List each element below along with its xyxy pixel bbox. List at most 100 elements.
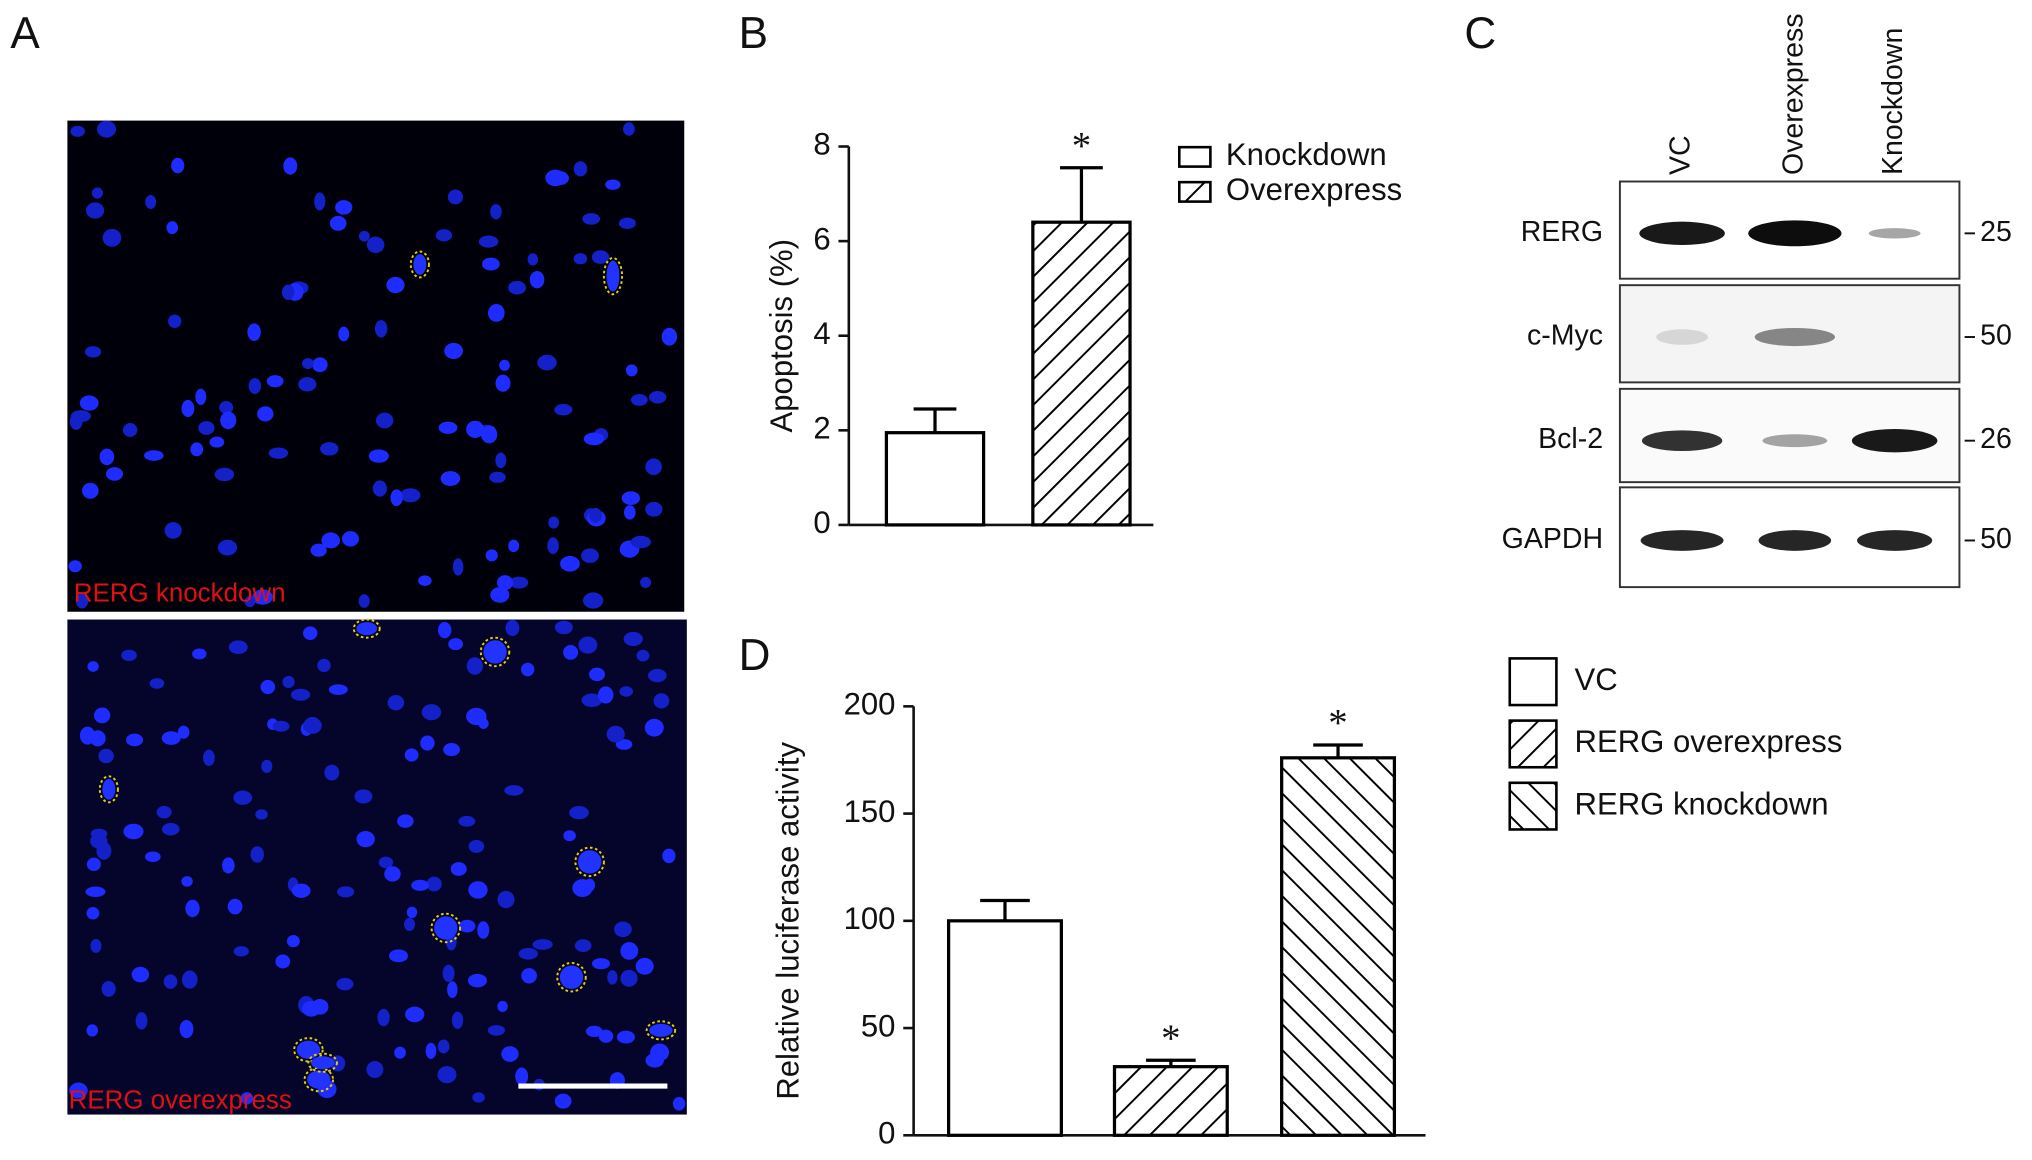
legend-swatch	[1508, 719, 1558, 769]
nucleus	[156, 805, 172, 819]
nucleus	[468, 839, 485, 853]
nucleus	[405, 1006, 425, 1023]
nucleus	[630, 535, 651, 549]
nucleus	[96, 841, 112, 860]
nucleus	[98, 748, 114, 764]
nucleus	[390, 489, 403, 507]
nucleus	[418, 575, 432, 586]
nucleus	[606, 725, 625, 743]
nucleus	[222, 857, 235, 874]
nucleus	[377, 1008, 390, 1027]
nucleus	[487, 1025, 506, 1036]
blot-band	[1857, 530, 1933, 551]
nucleus	[99, 448, 115, 466]
nucleus	[630, 393, 648, 406]
nucleus	[554, 404, 573, 416]
nucleus	[606, 260, 620, 292]
nucleus	[320, 442, 339, 456]
protein-label: GAPDH	[1502, 523, 1603, 555]
blot-band	[1656, 329, 1709, 345]
mw-label: 50	[1980, 320, 2012, 352]
nucleus	[563, 830, 576, 842]
nucleus	[435, 229, 453, 242]
apoptotic-marker	[303, 1066, 335, 1093]
nucleus	[227, 898, 243, 915]
nucleus	[86, 202, 105, 219]
nucleus	[620, 969, 638, 987]
nucleus	[123, 823, 144, 840]
nucleus	[312, 357, 328, 373]
nucleus	[336, 886, 355, 898]
y-tick-label: 50	[861, 1008, 896, 1043]
nucleus	[487, 303, 505, 322]
nucleus	[458, 815, 476, 827]
nucleus	[495, 374, 511, 392]
nucleus	[481, 257, 500, 271]
nucleus	[102, 228, 122, 247]
nucleus	[79, 395, 99, 411]
significance-marker: *	[1161, 1017, 1180, 1060]
nucleus	[581, 548, 599, 564]
apoptotic-marker	[602, 256, 624, 296]
nucleus	[356, 622, 378, 636]
nucleus	[86, 907, 100, 920]
nucleus	[171, 157, 185, 174]
nucleus	[374, 320, 388, 338]
nucleus	[623, 122, 635, 136]
nucleus	[70, 125, 85, 137]
lane-label: Knockdown	[1877, 28, 1909, 175]
apoptotic-marker	[645, 1020, 677, 1041]
nucleus	[389, 949, 408, 963]
nucleus	[509, 576, 529, 589]
nucleus	[91, 187, 104, 199]
nucleus	[102, 778, 116, 800]
western-blot: VC Overexpress Knockdown RERG 25 c-Myc 50 Bcl-2…	[1502, 13, 2012, 589]
nucleus	[286, 934, 300, 948]
nucleus	[615, 739, 633, 750]
nucleus	[672, 1096, 686, 1111]
nucleus	[645, 501, 663, 517]
nucleus	[597, 686, 614, 704]
nucleus	[437, 1066, 457, 1084]
apoptotic-marker	[352, 618, 381, 639]
nucleus	[220, 411, 237, 430]
nucleus	[485, 549, 498, 562]
nucleus	[645, 458, 662, 476]
image-label: RERG knockdown	[74, 580, 286, 608]
nucleus	[591, 958, 611, 970]
nucleus	[437, 621, 452, 639]
nucleus	[135, 1012, 148, 1030]
nucleus	[185, 899, 200, 918]
nucleus	[477, 921, 490, 939]
nucleus	[496, 575, 514, 591]
nucleus	[255, 809, 268, 820]
nucleus	[397, 814, 414, 828]
legend-label: RERG knockdown	[1575, 786, 1829, 821]
nucleus	[589, 507, 602, 523]
nucleus	[625, 364, 638, 377]
blot-band	[1868, 228, 1921, 239]
nucleus	[214, 467, 235, 482]
nucleus	[497, 890, 515, 909]
nucleus	[321, 532, 340, 549]
nucleus	[616, 1030, 635, 1044]
nucleus	[505, 619, 520, 637]
nucleus	[582, 213, 601, 225]
bar	[1031, 220, 1132, 527]
nucleus	[341, 531, 359, 547]
nucleus	[387, 695, 405, 711]
nucleus	[437, 1039, 450, 1054]
nucleus	[290, 688, 311, 701]
blot-band	[1762, 434, 1828, 448]
panel-letter: A	[10, 9, 40, 58]
nucleus	[560, 555, 580, 572]
nucleus	[620, 942, 639, 960]
nucleus	[467, 973, 487, 988]
nucleus	[202, 749, 215, 766]
nucleus	[653, 693, 670, 709]
blot-band	[1639, 221, 1725, 246]
nucleus	[468, 881, 488, 899]
nucleus	[563, 644, 579, 660]
lane-label: Overexpress	[1777, 13, 1809, 175]
